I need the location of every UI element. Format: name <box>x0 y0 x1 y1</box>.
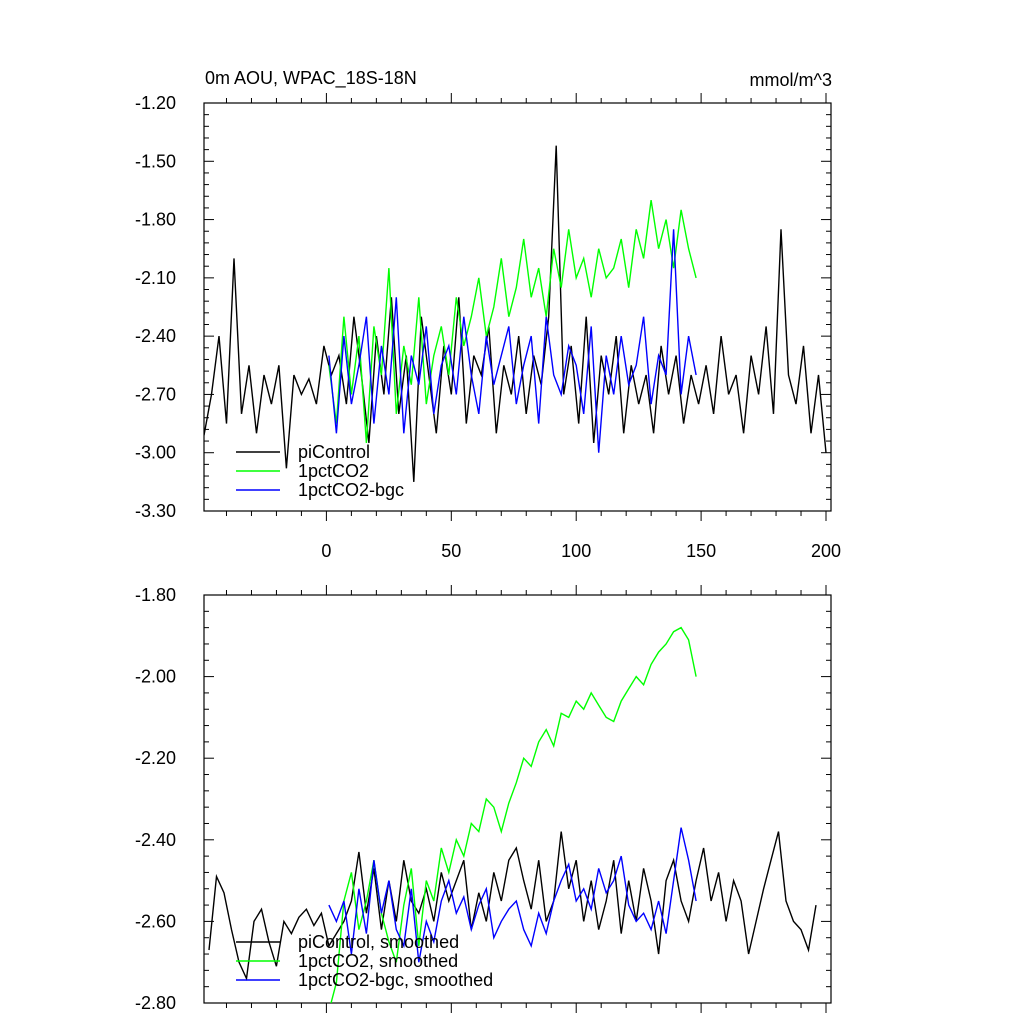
y-tick-label: -2.80 <box>135 993 176 1013</box>
y-tick-label: -1.50 <box>135 151 176 171</box>
y-tick-label: -3.30 <box>135 501 176 521</box>
legend-label: piControl, smoothed <box>298 932 459 952</box>
y-tick-label: -2.70 <box>135 384 176 404</box>
y-tick-label: -1.80 <box>135 210 176 230</box>
y-tick-label: -2.40 <box>135 830 176 850</box>
y-tick-label: -2.00 <box>135 667 176 687</box>
series-line-1pctco2-bgc <box>328 229 697 453</box>
plot-frame <box>203 102 832 512</box>
legend-label: 1pctCO2-bgc <box>298 480 404 500</box>
y-tick-label: -1.20 <box>135 93 176 113</box>
y-tick-label: -2.60 <box>135 911 176 931</box>
x-tick-label: 50 <box>441 541 461 561</box>
y-tick-label: -1.80 <box>135 585 176 605</box>
legend-label: piControl <box>298 442 370 462</box>
x-tick-label: 100 <box>561 541 591 561</box>
series-line-picontrol-smoothed <box>208 831 817 981</box>
legend-label: 1pctCO2-bgc, smoothed <box>298 970 493 990</box>
plot-frame <box>203 594 832 1004</box>
units-label: mmol/m^3 <box>750 70 832 90</box>
top-panel: -3.30 -3.00 -2.70 -2.40 -2.10 -1.80 -1.50 -1.20… <box>135 93 841 561</box>
y-tick-label: -3.00 <box>135 443 176 463</box>
legend-label: 1pctCO2 <box>298 461 369 481</box>
y-tick-label: -2.10 <box>135 268 176 288</box>
y-tick-label: -2.40 <box>135 326 176 346</box>
x-tick-label: 200 <box>811 541 841 561</box>
x-tick-label: 0 <box>321 541 331 561</box>
series-line-1pctco2-bgc-smoothed <box>328 827 697 963</box>
bottom-panel: -2.80 -2.60 -2.40 -2.20 -2.00 -1.80 piControl,… <box>135 585 832 1013</box>
series-line-picontrol <box>204 145 827 482</box>
x-tick-label: 150 <box>686 541 716 561</box>
chart-title: 0m AOU, WPAC_18S-18N <box>205 68 417 89</box>
series-line-1pctco2 <box>328 199 697 444</box>
y-tick-label: -2.20 <box>135 748 176 768</box>
legend-label: 1pctCO2, smoothed <box>298 951 458 971</box>
series-line-1pctco2-smoothed <box>330 626 697 1003</box>
